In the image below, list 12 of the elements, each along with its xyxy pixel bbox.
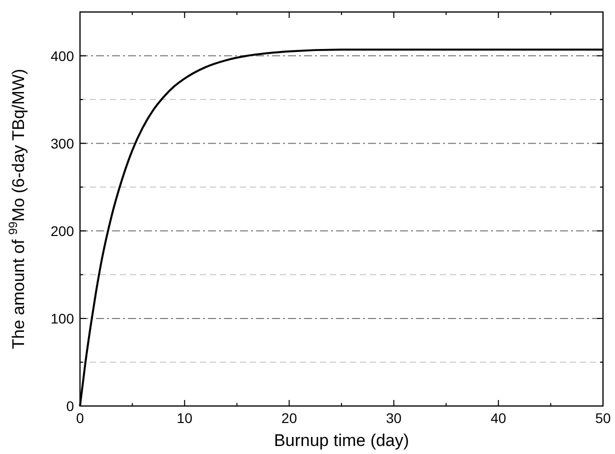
x-tick-label: 10 [176,410,193,426]
x-tick-label: 40 [490,410,506,426]
y-tick-label: 100 [50,310,74,326]
x-tick-label: 50 [595,410,611,426]
y-tick-label: 300 [50,135,74,152]
x-axis-title: Burnup time (day) [274,431,410,450]
x-tick-label: 0 [76,410,84,426]
x-tick-label: 20 [281,410,298,426]
x-tick-label: 30 [386,410,402,426]
y-tick-label: 400 [50,48,74,64]
y-tick-label: 0 [66,398,74,414]
y-tick-label: 200 [50,222,74,239]
